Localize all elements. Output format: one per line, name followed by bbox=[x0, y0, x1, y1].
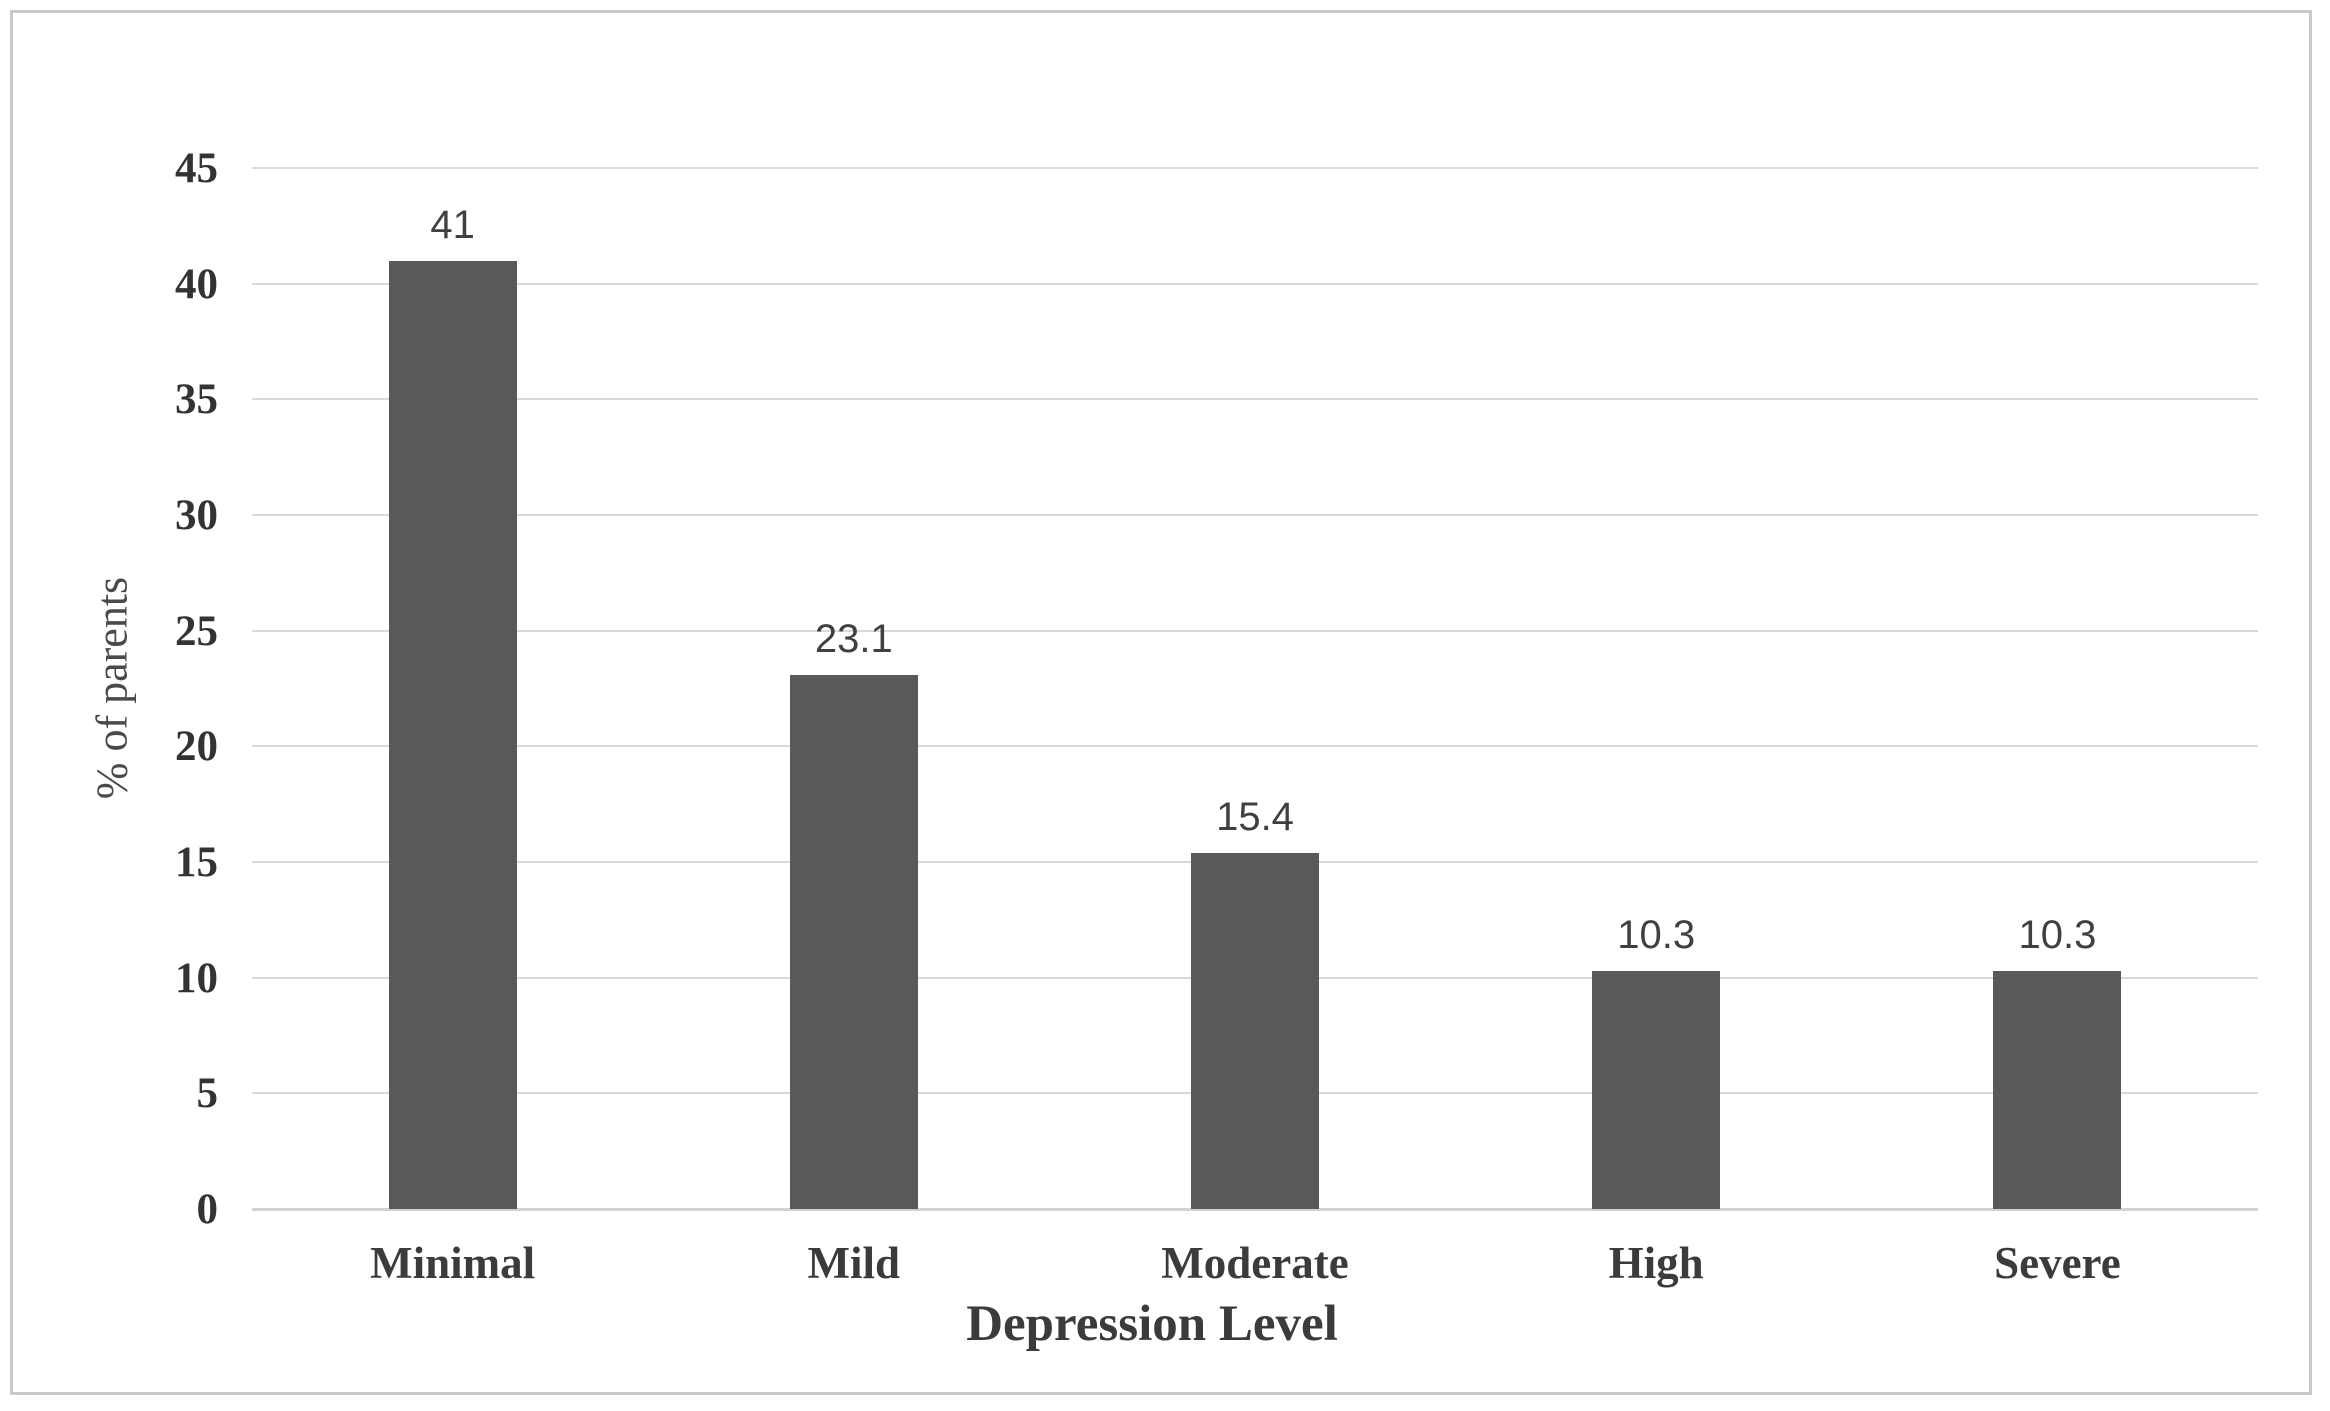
y-tick-label-10: 10 bbox=[175, 954, 218, 1002]
data-label-moderate: 15.4 bbox=[1216, 794, 1294, 839]
y-tick-label-15: 15 bbox=[175, 839, 218, 886]
y-tick-label-45: 45 bbox=[175, 145, 218, 192]
y-tick-label-40: 40 bbox=[175, 260, 218, 308]
gridline-25 bbox=[252, 629, 2258, 632]
y-tick-label-30: 30 bbox=[175, 492, 218, 539]
data-label-high: 10.3 bbox=[1617, 912, 1696, 957]
gridline-35 bbox=[252, 398, 2258, 401]
bar-high bbox=[1592, 970, 1721, 1209]
category-label-high: High bbox=[1608, 1238, 1704, 1288]
bar-moderate bbox=[1191, 852, 1319, 1209]
gridline-40 bbox=[252, 282, 2258, 285]
gridline-20 bbox=[252, 745, 2258, 748]
category-label-moderate: Moderate bbox=[1161, 1238, 1349, 1288]
data-label-severe: 10.3 bbox=[2018, 912, 2097, 957]
gridline-45 bbox=[252, 167, 2258, 169]
category-label-severe: Severe bbox=[1994, 1238, 2121, 1288]
bar-minimal bbox=[388, 260, 517, 1209]
y-tick-label-20: 20 bbox=[175, 723, 218, 771]
x-axis-title: Depression Level bbox=[966, 1296, 1338, 1352]
bar-severe bbox=[1993, 970, 2122, 1209]
plot-area: 41 23.1 15.4 10.3 10.3 bbox=[252, 167, 2258, 1211]
x-axis-line bbox=[252, 1208, 2258, 1211]
gridline-30 bbox=[252, 514, 2258, 516]
bar-mild bbox=[789, 674, 918, 1209]
y-tick-label-0: 0 bbox=[196, 1186, 219, 1233]
y-tick-label-5: 5 bbox=[196, 1070, 219, 1118]
category-label-minimal: Minimal bbox=[370, 1238, 536, 1288]
data-label-mild: 23.1 bbox=[814, 616, 893, 661]
data-label-minimal: 41 bbox=[430, 202, 475, 247]
y-tick-label-35: 35 bbox=[175, 376, 218, 424]
category-label-mild: Mild bbox=[807, 1238, 901, 1288]
y-tick-label-25: 25 bbox=[175, 607, 218, 655]
